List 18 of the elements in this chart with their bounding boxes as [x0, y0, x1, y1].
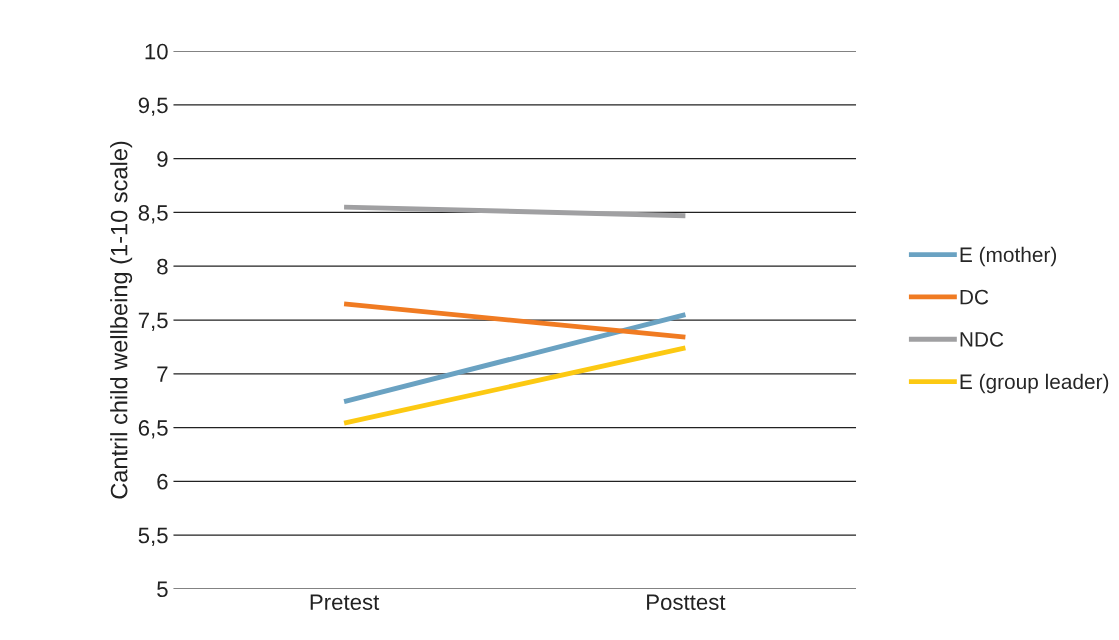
x-tick-label: Posttest	[647, 594, 726, 610]
y-tick-label: 9,5	[138, 97, 168, 116]
y-tick-label: 5	[157, 581, 168, 598]
legend-label: DC	[960, 289, 989, 305]
y-tick-label: 8,5	[138, 205, 168, 224]
y-tick-label: 7,5	[138, 312, 168, 331]
y-tick-label: 8	[157, 258, 168, 275]
y-tick-label: 6,5	[138, 420, 168, 439]
y-axis-title: Cantril child wellbeing (1-10 scale)	[110, 141, 133, 499]
y-tick-label: 10	[145, 43, 168, 60]
legend-label: E (group leader)	[960, 373, 1109, 394]
y-tick-label: 7	[157, 366, 168, 382]
legend-label: NDC	[960, 332, 1004, 347]
y-tick-label: 6	[157, 473, 168, 490]
x-tick-label: Pretest	[310, 594, 380, 610]
legend-label: E (mother)	[960, 246, 1057, 267]
y-tick-label: 5,5	[138, 527, 168, 546]
y-tick-label: 9	[157, 151, 168, 167]
